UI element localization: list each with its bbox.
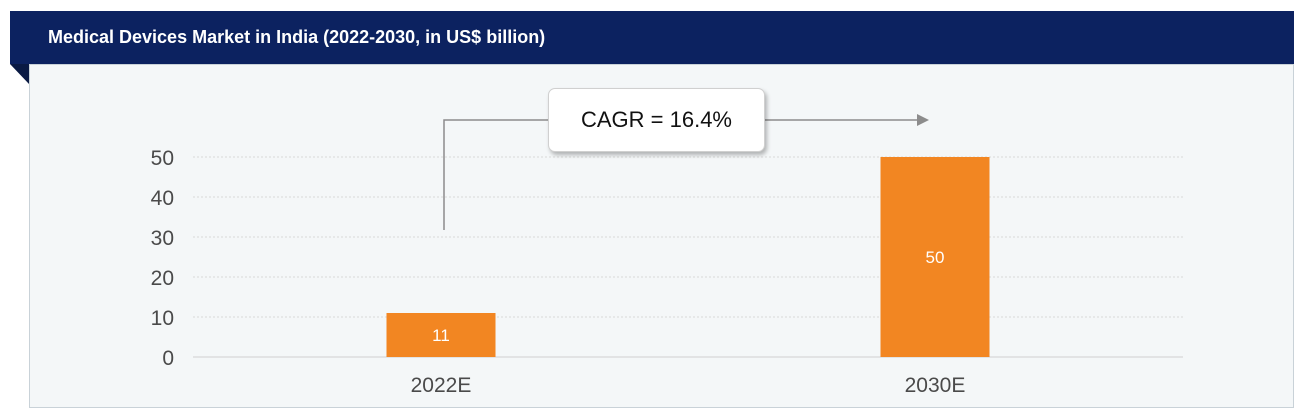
y-axis: 0 10 20 30 40 50 [151, 147, 174, 370]
y-tick-label: 0 [162, 347, 174, 370]
cagr-arrow-left [443, 119, 548, 230]
bar [880, 157, 990, 357]
gridlines [193, 156, 1183, 358]
x-axis: 2022E 2030E [411, 374, 966, 397]
y-tick-label: 20 [151, 267, 174, 290]
bars: 11 50 [386, 157, 990, 357]
y-tick-label: 30 [151, 227, 174, 250]
chart-title: Medical Devices Market in India (2022-20… [48, 27, 546, 47]
cagr-arrow [443, 114, 929, 230]
bar-value-label: 50 [926, 248, 945, 267]
y-tick-label: 40 [151, 187, 174, 210]
y-tick-label: 10 [151, 307, 174, 330]
cagr-arrowhead [917, 114, 929, 126]
bar [386, 313, 496, 357]
cagr-callout: CAGR = 16.4% [548, 88, 765, 152]
header-fold-decoration [10, 64, 29, 84]
x-tick-label: 2030E [905, 374, 966, 397]
bar-value-label: 11 [432, 326, 450, 345]
header-bar [10, 11, 1294, 64]
x-tick-label: 2022E [411, 374, 472, 397]
y-tick-label: 50 [151, 147, 174, 170]
